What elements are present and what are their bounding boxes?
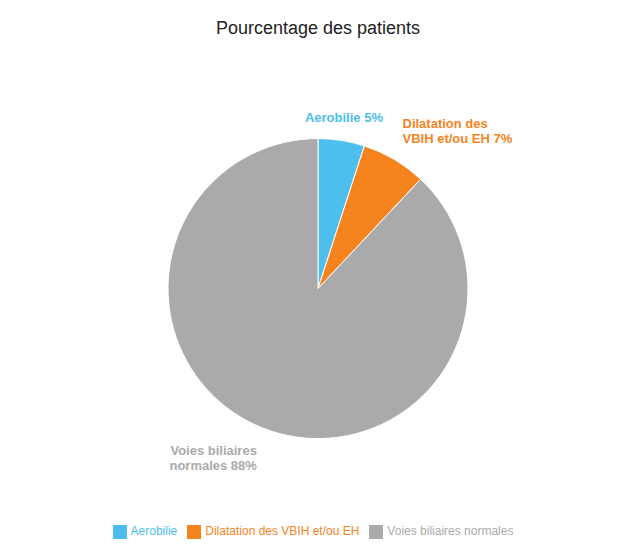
svg-text:Voies biliairesnormales 88%: Voies biliairesnormales 88% <box>169 443 257 473</box>
html-text:Dilatation des VBIH et/ou EH: Dilatation des VBIH et/ou EH <box>205 524 360 539</box>
html-text:Aerobilie: Aerobilie <box>130 524 178 539</box>
html-text:Voies biliaires normales: Voies biliaires normales <box>387 524 514 539</box>
html-text:Pourcentage des patients: Pourcentage des patients <box>215 18 421 38</box>
svg-text:Aerobilie 5%: Aerobilie 5% <box>305 110 383 125</box>
svg-text:Dilatation desVBIH et/ou EH 7%: Dilatation desVBIH et/ou EH 7% <box>403 116 513 146</box>
